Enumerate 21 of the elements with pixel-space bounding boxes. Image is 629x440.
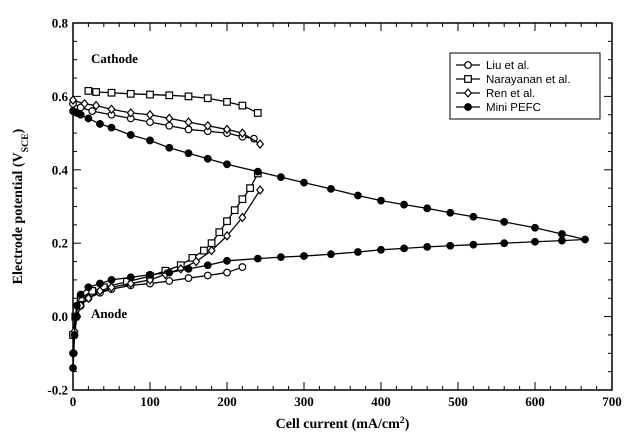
x-tick-label: 100 (140, 394, 160, 409)
legend-label: Mini PEFC (486, 102, 541, 114)
x-tick-label: 200 (217, 394, 237, 409)
x-tick-label: 600 (525, 394, 545, 409)
y-tick-label: 0.0 (52, 309, 68, 324)
x-tick-label: 300 (294, 394, 314, 409)
legend-label: Liu et al. (486, 60, 530, 72)
x-tick-label: 400 (371, 394, 391, 409)
x-tick-label: 500 (448, 394, 468, 409)
x-tick-label: 0 (70, 394, 76, 409)
legend-label: Narayanan et al. (486, 74, 570, 86)
x-axis-title: Cell current (mA/cm$^{2}$) (276, 414, 410, 432)
y-tick-label: 0.2 (52, 236, 68, 251)
y-tick-label: 0.4 (52, 162, 68, 178)
y-tick-label: 0.8 (52, 16, 68, 30)
y-tick-label: 0.6 (52, 88, 68, 104)
annotation: Cathode (91, 51, 138, 66)
legend-label: Ren et al. (486, 88, 536, 100)
annotation: Anode (91, 306, 128, 321)
x-tick-label: 700 (602, 394, 622, 409)
y-tick-label: -0.2 (47, 382, 68, 398)
